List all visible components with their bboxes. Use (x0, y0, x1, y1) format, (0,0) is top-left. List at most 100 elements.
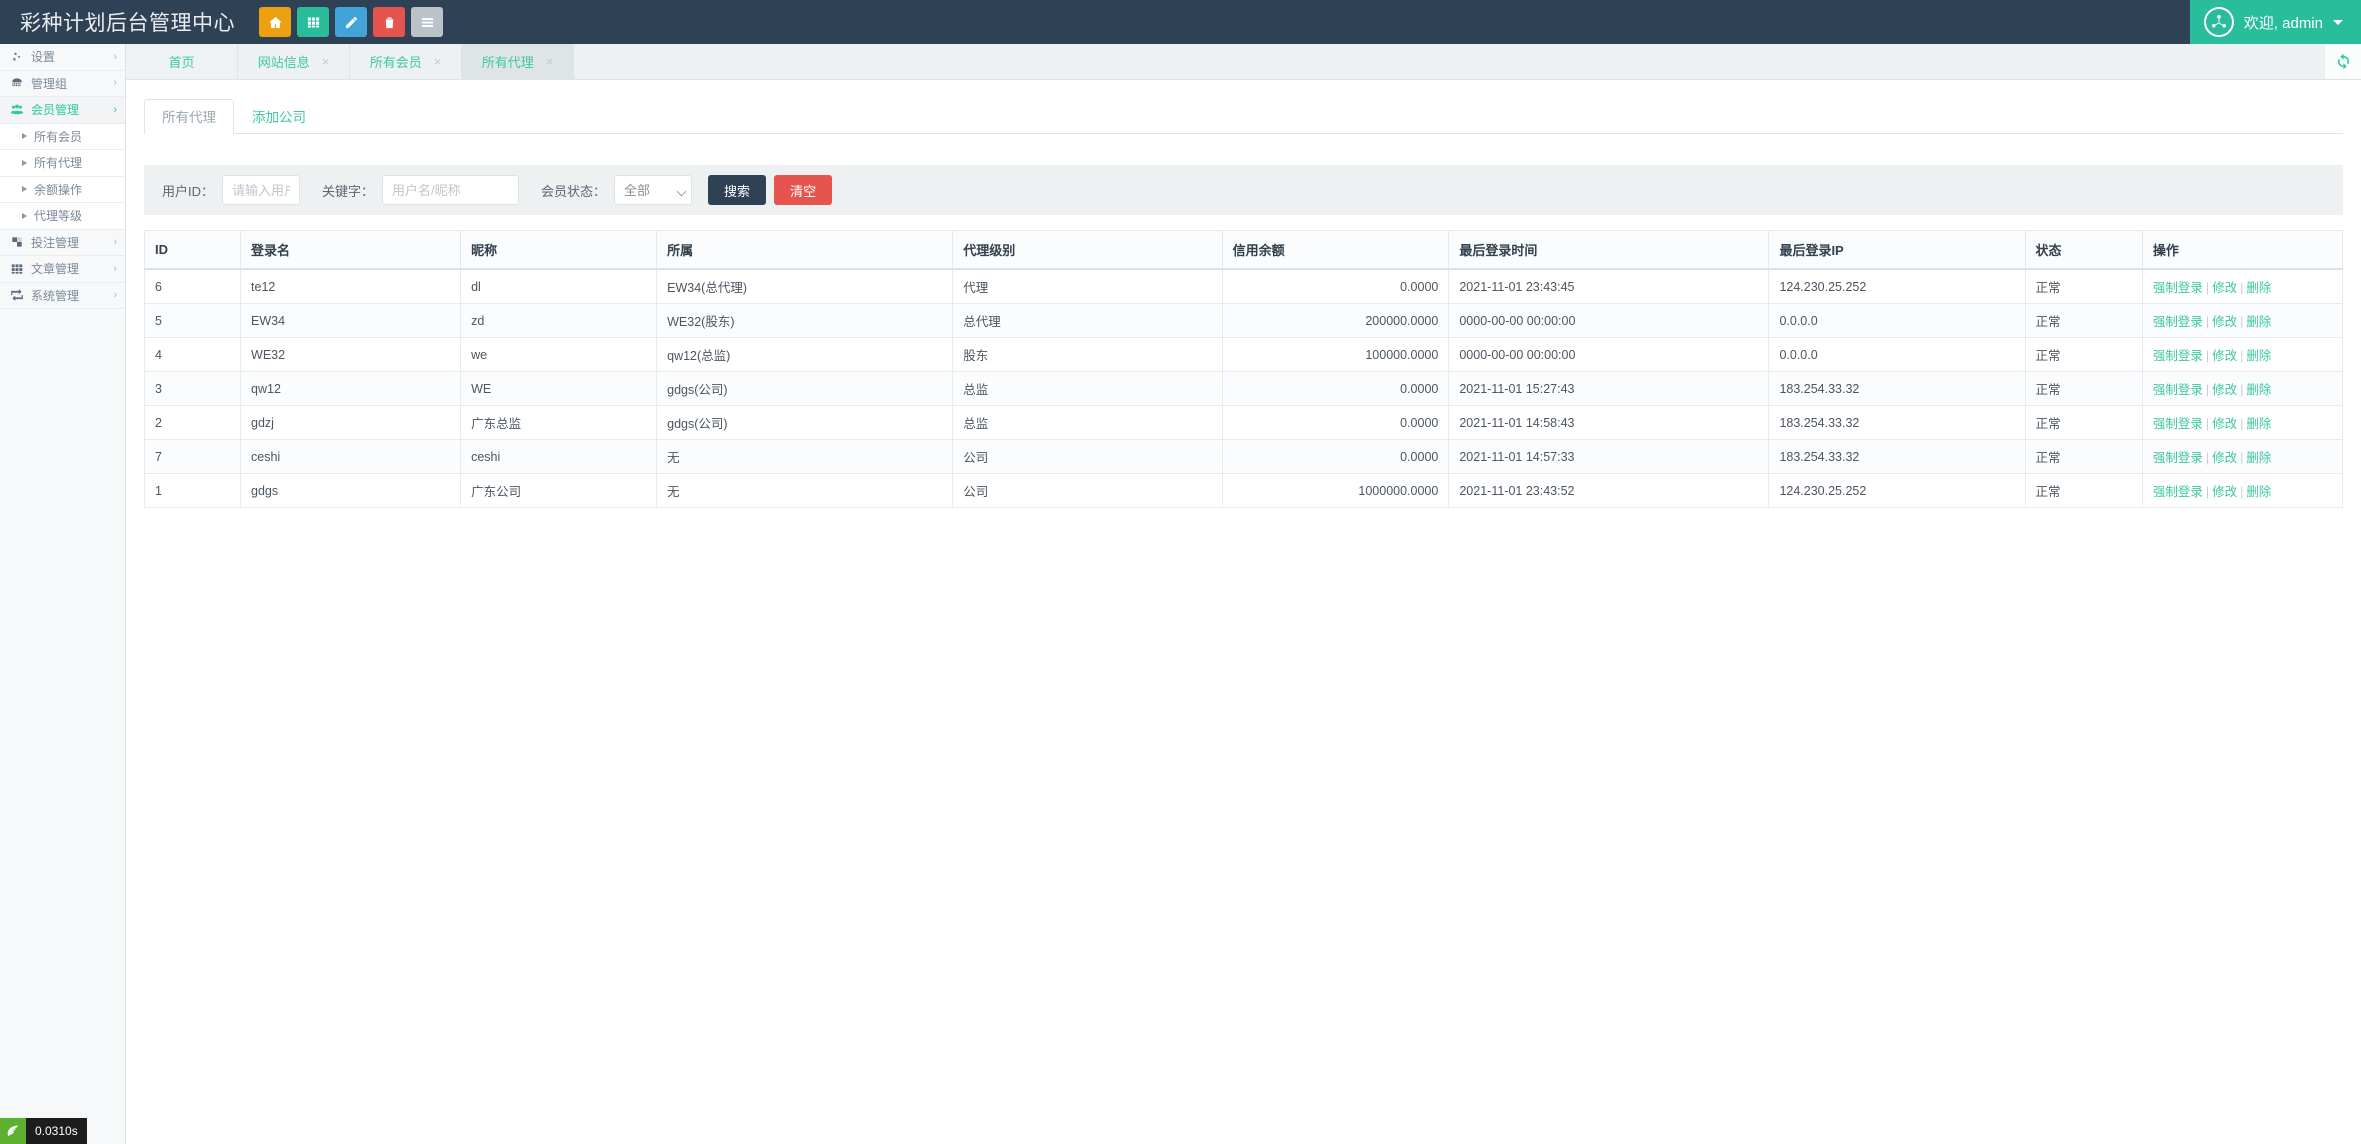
row-actions: 强制登录 | 修改 | 删除 (2141, 371, 2344, 406)
row-actions: 强制登录 | 修改 | 删除 (2141, 405, 2344, 440)
row-login: gdzj (240, 405, 462, 440)
action-separator: | (2205, 485, 2210, 499)
sidebar-item-label: 文章管理 (31, 262, 80, 277)
tab-all-members[interactable]: 所有会员 × (350, 44, 462, 79)
row-balance: 0.0000 (1221, 405, 1450, 440)
delete-link[interactable]: 删除 (2246, 281, 2272, 295)
chevron-right-icon: › (113, 289, 117, 302)
sidebar-item-member-management[interactable]: 会员管理 › (0, 97, 125, 124)
sidebar-item-article-management[interactable]: 文章管理 › (0, 256, 125, 283)
user-menu[interactable]: 欢迎, admin (2189, 0, 2361, 44)
action-separator: | (2240, 349, 2244, 363)
delete-link[interactable]: 删除 (2246, 485, 2272, 499)
tab-all-agents[interactable]: 所有代理 × (462, 44, 574, 79)
close-icon[interactable]: × (545, 54, 554, 69)
table-row: 4 WE32 we qw12(总监) 股东 100000.0000 0000-00-00 0… (143, 337, 2344, 372)
tab-home[interactable]: 首页 (126, 44, 238, 79)
row-login: te12 (240, 268, 462, 304)
user-greeting-label: 欢迎, admin (2243, 14, 2323, 32)
delete-link[interactable]: 删除 (2246, 349, 2272, 363)
row-level: 总监 (952, 371, 1223, 406)
clear-button[interactable]: 清空 (774, 175, 833, 205)
row-last-ip: 183.254.33.32 (1768, 439, 2026, 474)
inner-tab-add-company[interactable]: 添加公司 (234, 99, 324, 134)
row-last-ip: 124.230.25.252 (1768, 473, 2026, 508)
row-status: 正常 (2024, 268, 2143, 304)
force-login-link[interactable]: 强制登录 (2152, 383, 2203, 397)
col-last-ip: 最后登录IP (1768, 230, 2026, 270)
action-separator: | (2205, 451, 2210, 465)
trash-icon[interactable] (373, 7, 405, 37)
force-login-link[interactable]: 强制登录 (2152, 349, 2203, 363)
chess-icon (9, 235, 24, 249)
sidebar-item-all-agents[interactable]: 所有代理 (0, 150, 125, 177)
chevron-right-icon: › (113, 236, 117, 249)
row-last-ip: 0.0.0.0 (1768, 337, 2026, 372)
main-content: 所有代理 添加公司 用户ID： 关键字： 会员状态： 全部 搜索 清空 ID (126, 80, 2361, 1144)
col-level: 代理级别 (952, 230, 1223, 270)
force-login-link[interactable]: 强制登录 (2152, 315, 2203, 329)
row-owner: WE32(股东) (656, 303, 954, 338)
close-icon[interactable]: × (433, 54, 442, 69)
refresh-icon[interactable] (2325, 44, 2361, 79)
row-nick: we (460, 337, 658, 372)
row-login: EW34 (240, 303, 462, 338)
sidebar-item-bet-management[interactable]: 投注管理 › (0, 229, 125, 256)
force-login-link[interactable]: 强制登录 (2152, 281, 2203, 295)
delete-link[interactable]: 删除 (2246, 417, 2272, 431)
grid-icon[interactable] (297, 7, 329, 37)
group-icon (9, 76, 24, 90)
home-icon[interactable] (259, 7, 291, 37)
col-ops: 操作 (2141, 230, 2344, 270)
row-nick: zd (460, 303, 658, 338)
chevron-down-icon (2333, 19, 2343, 25)
leaf-icon (0, 1118, 26, 1144)
row-balance: 200000.0000 (1221, 303, 1450, 338)
col-id: ID (143, 230, 242, 270)
row-balance: 0.0000 (1221, 371, 1450, 406)
edit-link[interactable]: 修改 (2212, 383, 2238, 397)
tab-site-info[interactable]: 网站信息 × (238, 44, 350, 79)
inner-tab-all-agents[interactable]: 所有代理 (144, 99, 234, 134)
keyword-input[interactable] (382, 175, 520, 205)
edit-link[interactable]: 修改 (2212, 315, 2238, 329)
sidebar-item-settings[interactable]: 设置 › (0, 44, 125, 71)
user-id-input[interactable] (222, 175, 301, 205)
delete-link[interactable]: 删除 (2246, 315, 2272, 329)
sidebar-item-system-management[interactable]: 系统管理 › (0, 282, 125, 309)
table-head: ID 登录名 昵称 所属 代理级别 信用余额 最后登录时间 最后登录IP 状态 … (143, 230, 2344, 270)
delete-link[interactable]: 删除 (2246, 383, 2272, 397)
edit-link[interactable]: 修改 (2212, 417, 2238, 431)
agents-table-wrapper: ID 登录名 昵称 所属 代理级别 信用余额 最后登录时间 最后登录IP 状态 … (143, 230, 2344, 508)
row-nick: dl (460, 268, 658, 304)
force-login-link[interactable]: 强制登录 (2152, 485, 2203, 499)
col-nick: 昵称 (460, 230, 658, 270)
row-last-time: 2021-11-01 14:57:33 (1448, 439, 1770, 474)
sidebar-item-balance-ops[interactable]: 余额操作 (0, 176, 125, 203)
search-button[interactable]: 搜索 (708, 175, 767, 205)
action-separator: | (2240, 281, 2244, 295)
delete-link[interactable]: 删除 (2246, 451, 2272, 465)
inner-tab-bar: 所有代理 添加公司 (144, 99, 2343, 134)
close-icon[interactable]: × (321, 54, 330, 69)
list-icon[interactable] (411, 7, 443, 37)
sidebar-item-agent-levels[interactable]: 代理等级 (0, 203, 125, 230)
row-login: qw12 (240, 371, 462, 406)
edit-link[interactable]: 修改 (2212, 281, 2238, 295)
edit-link[interactable]: 修改 (2212, 349, 2238, 363)
sidebar-item-label: 管理组 (31, 76, 68, 91)
force-login-link[interactable]: 强制登录 (2152, 417, 2203, 431)
pencil-icon[interactable] (335, 7, 367, 37)
chevron-right-icon: › (113, 103, 117, 116)
member-status-select[interactable]: 全部 (614, 175, 693, 205)
filter-bar: 用户ID： 关键字： 会员状态： 全部 搜索 清空 (144, 165, 2343, 215)
sidebar-item-all-members[interactable]: 所有会员 (0, 123, 125, 150)
edit-link[interactable]: 修改 (2212, 451, 2238, 465)
action-separator: | (2240, 315, 2244, 329)
action-separator: | (2240, 383, 2244, 397)
force-login-link[interactable]: 强制登录 (2152, 451, 2203, 465)
row-login: ceshi (240, 439, 462, 474)
table-row: 2 gdzj 广东总监 gdgs(公司) 总监 0.0000 2021-11-01 14:5… (143, 405, 2344, 440)
sidebar-item-admin-group[interactable]: 管理组 › (0, 70, 125, 97)
edit-link[interactable]: 修改 (2212, 485, 2238, 499)
